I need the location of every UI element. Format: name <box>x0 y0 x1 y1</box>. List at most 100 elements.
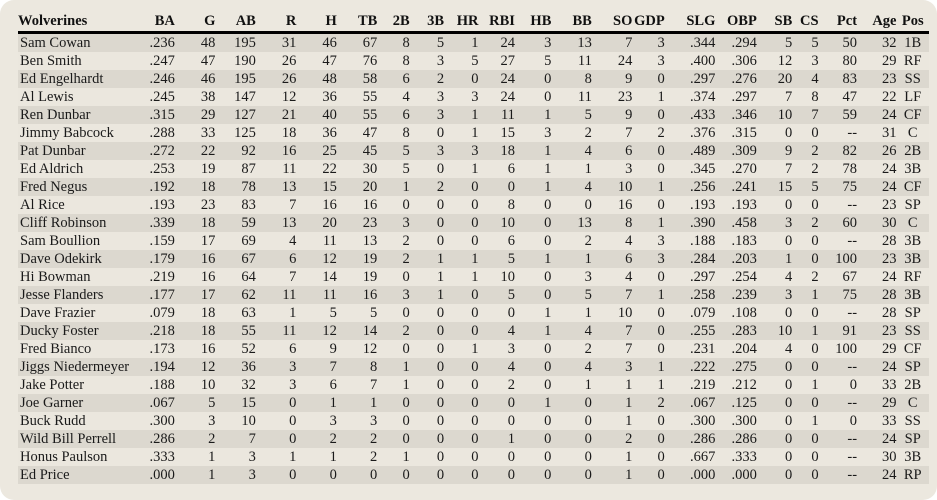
stat-tb: 19 <box>336 250 378 268</box>
stat-r: 12 <box>255 88 297 106</box>
column-header-tb[interactable]: TB <box>336 11 378 34</box>
stat-hb: 0 <box>514 232 552 250</box>
stat-age: 26 <box>857 142 897 160</box>
stat-pos: RF <box>896 52 929 70</box>
stat-hr: 3 <box>444 88 479 106</box>
stat-cs: 0 <box>792 430 819 448</box>
stat-tb: 3 <box>336 412 378 430</box>
table-row[interactable]: Honus Paulson .333 1 3 1 1 2 1 0 0 0 0 0 1 0.667.333 0 0… <box>18 448 929 466</box>
stat-gdp: 3 <box>632 52 665 70</box>
stat-ab: 83 <box>215 196 256 214</box>
table-row[interactable]: Dave Odekirk .179 16 67 6 12 19 2 1 1 5 1 1 6 3.284.20… <box>18 250 929 268</box>
column-header-pos[interactable]: Pos <box>896 11 929 34</box>
stat-h: 5 <box>296 304 337 322</box>
stat-sb: 0 <box>756 232 793 250</box>
column-header-so[interactable]: SO <box>591 11 633 34</box>
column-header-2b[interactable]: 2B <box>377 11 410 34</box>
table-row[interactable]: Cliff Robinson .339 18 59 13 20 23 3 0 0 10 0 13 8 1.3… <box>18 214 929 232</box>
column-header-hb[interactable]: HB <box>514 11 552 34</box>
stat-bb: 2 <box>551 340 592 358</box>
stat-tb: 45 <box>336 142 378 160</box>
stat-obp: .108 <box>715 304 757 322</box>
stat-2b: 0 <box>377 412 410 430</box>
player-name: Jesse Flanders <box>18 286 138 304</box>
column-header-g[interactable]: G <box>174 11 216 34</box>
stat-hr: 0 <box>444 196 479 214</box>
stat-3b: 0 <box>409 412 445 430</box>
column-header-obp[interactable]: OBP <box>715 11 757 34</box>
stat-slg: .255 <box>664 322 716 340</box>
table-row[interactable]: Jiggs Niedermeyer .194 12 36 3 7 8 1 0 0 4 0 4 3 1.222… <box>18 358 929 376</box>
table-row[interactable]: Pat Dunbar .272 22 92 16 25 45 5 3 3 18 1 4 6 0.489.30… <box>18 142 929 160</box>
stat-slg: .433 <box>664 106 716 124</box>
stat-tb: 7 <box>336 376 378 394</box>
table-row[interactable]: Joe Garner .067 5 15 0 1 1 0 0 0 0 1 0 1 2.067.125 0 0 --… <box>18 394 929 412</box>
stat-hb: 0 <box>514 358 552 376</box>
column-header-3b[interactable]: 3B <box>409 11 445 34</box>
stat-2b: 4 <box>377 88 410 106</box>
stat-3b: 1 <box>409 250 445 268</box>
column-header-ab[interactable]: AB <box>215 11 256 34</box>
stat-ba: .192 <box>137 178 175 196</box>
stat-g: 18 <box>174 322 216 340</box>
table-row[interactable]: Al Lewis .245 38 147 12 36 55 4 3 3 24 0 11 23 1.374.2… <box>18 88 929 106</box>
stat-h: 1 <box>296 448 337 466</box>
stat-bb: 5 <box>551 286 592 304</box>
table-row[interactable]: Fred Negus .192 18 78 13 15 20 1 2 0 0 1 4 10 1.256.24… <box>18 178 929 196</box>
stat-slg: .284 <box>664 250 716 268</box>
stat-cs: 2 <box>792 268 819 286</box>
table-row[interactable]: Ducky Foster .218 18 55 11 12 14 2 0 0 4 1 4 7 0.255.2… <box>18 322 929 340</box>
column-header-cs[interactable]: CS <box>792 11 819 34</box>
column-header-h[interactable]: H <box>296 11 337 34</box>
stat-h: 14 <box>296 268 337 286</box>
column-header-r[interactable]: R <box>255 11 297 34</box>
stat-cs: 2 <box>792 214 819 232</box>
table-row[interactable]: Jesse Flanders .177 17 62 11 11 16 3 1 0 5 0 5 7 1.258… <box>18 286 929 304</box>
stat-gdp: 0 <box>632 448 665 466</box>
stat-rbi: 1 <box>478 430 515 448</box>
column-header-rbi[interactable]: RBI <box>478 11 515 34</box>
stat-obp: .283 <box>715 322 757 340</box>
stat-hr: 0 <box>444 466 479 484</box>
table-row[interactable]: Ed Engelhardt .246 46 195 26 48 58 6 2 0 24 0 8 9 0.29… <box>18 70 929 88</box>
stat-r: 3 <box>255 358 297 376</box>
stat-slg: .345 <box>664 160 716 178</box>
stat-pct: 50 <box>818 32 858 52</box>
table-row[interactable]: Buck Rudd .300 3 10 0 3 3 0 0 0 0 0 0 1 0.300.300 0 1 0 33… <box>18 412 929 430</box>
table-row[interactable]: Ed Price .000 1 3 0 0 0 0 0 0 0 0 0 1 0.000.000 0 0 -- 24 R… <box>18 466 929 484</box>
stat-hr: 0 <box>444 286 479 304</box>
stat-obp: .294 <box>715 32 757 52</box>
column-header-hr[interactable]: HR <box>444 11 479 34</box>
stat-pos: RP <box>896 466 929 484</box>
table-row[interactable]: Al Rice .193 23 83 7 16 16 0 0 0 8 0 0 16 0.193.193 0 0-… <box>18 196 929 214</box>
stat-g: 16 <box>174 268 216 286</box>
stat-slg: .297 <box>664 70 716 88</box>
table-row[interactable]: Dave Frazier .079 18 63 1 5 5 0 0 0 0 1 1 10 0.079.108… <box>18 304 929 322</box>
table-row[interactable]: Wild Bill Perrell .286 2 7 0 2 2 0 0 0 1 0 0 2 0.286.2… <box>18 430 929 448</box>
table-row[interactable]: Fred Bianco .173 16 52 6 9 12 0 0 1 3 0 2 7 0.231.204 4… <box>18 340 929 358</box>
player-name: Wild Bill Perrell <box>18 430 138 448</box>
table-row[interactable]: Hi Bowman .219 16 64 7 14 19 0 1 1 10 0 3 4 0.297.254 4… <box>18 268 929 286</box>
stat-pos: 2B <box>896 142 929 160</box>
column-header-sb[interactable]: SB <box>756 11 793 34</box>
stat-bb: 2 <box>551 232 592 250</box>
table-row[interactable]: Sam Boullion .159 17 69 4 11 13 2 0 0 6 0 2 4 3.188.18… <box>18 232 929 250</box>
table-row[interactable]: Ren Dunbar .315 29 127 21 40 55 6 3 1 11 1 5 9 0.433.3… <box>18 106 929 124</box>
stat-hr: 1 <box>444 124 479 142</box>
column-header-slg[interactable]: SLG <box>664 11 716 34</box>
column-header-bb[interactable]: BB <box>551 11 592 34</box>
stat-slg: .344 <box>664 32 716 52</box>
table-row[interactable]: Jimmy Babcock .288 33 125 18 36 47 8 0 1 15 3 2 7 2.37… <box>18 124 929 142</box>
column-header-gdp[interactable]: GDP <box>632 11 665 34</box>
stat-cs: 3 <box>792 52 819 70</box>
table-row[interactable]: Jake Potter .188 10 32 3 6 7 1 0 0 2 0 1 1 1.219.212 0 1… <box>18 376 929 394</box>
stat-pos: LF <box>896 88 929 106</box>
column-header-ba[interactable]: BA <box>137 11 175 34</box>
stat-tb: 58 <box>336 70 378 88</box>
stat-tb: 20 <box>336 178 378 196</box>
table-row[interactable]: Sam Cowan .236 48 195 31 46 67 8 5 1 24 3 13 7 3.344.2… <box>18 32 929 52</box>
table-row[interactable]: Ed Aldrich .253 19 87 11 22 30 5 0 1 6 1 1 3 0.345.270… <box>18 160 929 178</box>
table-row[interactable]: Ben Smith .247 47 190 26 47 76 8 3 5 27 5 11 24 3.400.… <box>18 52 929 70</box>
column-header-age[interactable]: Age <box>857 11 897 34</box>
column-header-pct[interactable]: Pct <box>818 11 858 34</box>
